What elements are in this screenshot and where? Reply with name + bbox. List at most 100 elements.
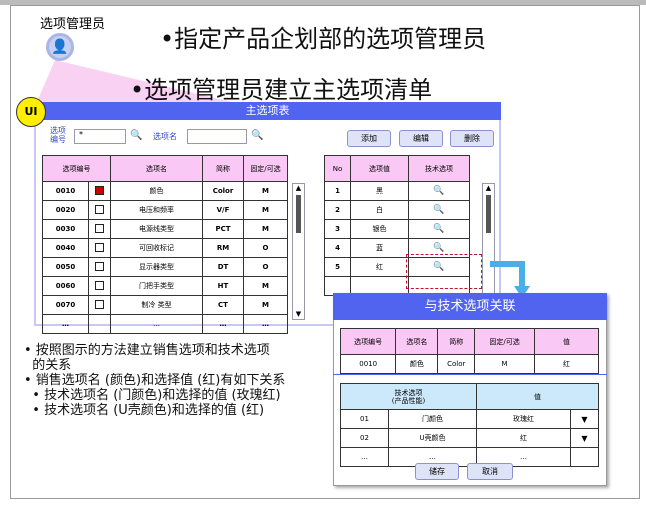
col-header: 简称 xyxy=(202,155,244,182)
user-avatar-icon: 👤 xyxy=(46,33,74,61)
scroll-down-icon[interactable]: ▼ xyxy=(295,310,302,318)
cell: M xyxy=(243,295,288,315)
scroll-thumb[interactable] xyxy=(486,195,491,233)
row-checkbox[interactable] xyxy=(88,238,111,258)
option-code-label: 选项编号 xyxy=(50,126,66,144)
selected-option-table: 选项编号 选项名 简称 固定/可选值 0010 颜色 Color M 红 xyxy=(339,328,599,374)
table-row[interactable]: 0030 电源线类型 PCT M xyxy=(42,219,288,239)
row-checkbox[interactable] xyxy=(88,219,111,239)
col-header: 固定/可选 xyxy=(243,155,288,182)
cell: V/F xyxy=(202,200,244,220)
row-checkbox[interactable] xyxy=(88,295,111,315)
cell: 显示器类型 xyxy=(110,257,203,277)
col-header: 选项名 xyxy=(110,155,203,182)
cell: O xyxy=(243,257,288,277)
table-row[interactable]: 0020 电压和频率 V/F M xyxy=(42,200,288,220)
col-header: 选项名 xyxy=(395,328,439,355)
table-row[interactable]: 0070 制冷 类型 CT M xyxy=(42,295,288,315)
save-button[interactable]: 储存 xyxy=(415,463,459,480)
option-name-input[interactable] xyxy=(187,129,247,144)
scroll-up-icon[interactable]: ▲ xyxy=(485,184,492,192)
row-checkbox[interactable] xyxy=(88,276,111,296)
cell: 门颜色 xyxy=(388,409,477,429)
search-icon[interactable]: 🔍 xyxy=(251,130,264,141)
col-header: 选项编号 xyxy=(42,155,111,182)
table-row[interactable]: ………… xyxy=(42,314,288,334)
cell: M xyxy=(243,219,288,239)
search-icon[interactable]: 🔍 xyxy=(130,130,143,141)
table-row[interactable]: 1 黑 🔍 xyxy=(324,181,470,201)
cell: M xyxy=(243,200,288,220)
table-row[interactable]: 0050 显示器类型 DT O xyxy=(42,257,288,277)
heading-2: •选项管理员建立主选项清单 xyxy=(130,76,433,104)
col-header: 选项编号 xyxy=(339,328,397,355)
cell: CT xyxy=(202,295,244,315)
cell: 门把手类型 xyxy=(110,276,203,296)
cell: Color xyxy=(437,354,476,374)
col-header: 技术选项 xyxy=(408,155,470,182)
row-checkbox[interactable] xyxy=(88,181,111,201)
row-checkbox[interactable] xyxy=(88,200,111,220)
cell: 1 xyxy=(324,181,351,201)
cell: 红 xyxy=(350,257,409,277)
cancel-button[interactable]: 取消 xyxy=(467,463,513,480)
cell: DT xyxy=(202,257,244,277)
table-row[interactable]: 5 红 🔍 xyxy=(324,257,470,277)
cell: 01 xyxy=(340,409,389,429)
note-item: • 技术选项名 (U壳颜色)和选择的值 (红) xyxy=(24,403,265,418)
table-row[interactable]: 3 银色 🔍 xyxy=(324,219,470,239)
delete-button[interactable]: 删除 xyxy=(450,130,494,147)
edit-button[interactable]: 编辑 xyxy=(399,130,443,147)
search-icon[interactable]: 🔍 xyxy=(408,200,470,220)
cell: … xyxy=(340,447,389,467)
option-name-label: 选项名 xyxy=(153,132,177,141)
scroll-thumb[interactable] xyxy=(296,195,301,233)
col-header: 值 xyxy=(476,383,599,410)
cell: 蓝 xyxy=(350,238,409,258)
cell: 0050 xyxy=(42,257,89,277)
role-label: 选项管理员 xyxy=(40,17,106,32)
table-row[interactable]: ……… xyxy=(340,447,599,467)
add-button[interactable]: 添加 xyxy=(347,130,391,147)
table-row[interactable]: 0010 颜色 Color M xyxy=(42,181,288,201)
col-header: 技术选项 (产品性能) xyxy=(340,383,477,410)
cell: 0010 xyxy=(42,181,89,201)
cell: 3 xyxy=(324,219,351,239)
cell: 5 xyxy=(324,257,351,277)
dialog-title: 与技术选项关联 xyxy=(333,293,607,320)
search-icon[interactable]: 🔍 xyxy=(408,219,470,239)
cell: 0030 xyxy=(42,219,89,239)
note-item: • 销售选项名 (颜色)和选择值 (红)有如下关系 xyxy=(24,373,286,388)
row-checkbox[interactable] xyxy=(88,257,111,277)
cell: 0020 xyxy=(42,200,89,220)
option-code-input[interactable]: * xyxy=(74,129,126,144)
value-select[interactable]: 玫瑰红 xyxy=(476,409,571,429)
search-icon[interactable]: 🔍 xyxy=(408,181,470,201)
col-header: 选项值 xyxy=(350,155,409,182)
table-row[interactable]: 0040 可回收标记 RM O xyxy=(42,238,288,258)
cell xyxy=(570,447,599,467)
cell: 0010 xyxy=(339,354,397,374)
cell: 白 xyxy=(350,200,409,220)
value-select[interactable]: 红 xyxy=(476,428,571,448)
options-scrollbar[interactable]: ▲ ▼ xyxy=(292,183,305,320)
dropdown-icon[interactable]: ▼ xyxy=(570,409,599,429)
cell: M xyxy=(243,276,288,296)
table-row[interactable]: 0060 门把手类型 HT M xyxy=(42,276,288,296)
cell: 银色 xyxy=(350,219,409,239)
cell: … xyxy=(42,314,89,334)
table-row[interactable]: 02 U壳颜色红 ▼ xyxy=(340,428,599,448)
heading-1: •指定产品企划部的选项管理员 xyxy=(160,25,487,53)
cell: 红 xyxy=(534,354,599,374)
table-row[interactable]: 2 白 🔍 xyxy=(324,200,470,220)
dropdown-icon[interactable]: ▼ xyxy=(570,428,599,448)
table-row[interactable]: 01 门颜色 玫瑰红 ▼ xyxy=(340,409,599,429)
scroll-up-icon[interactable]: ▲ xyxy=(295,184,302,192)
note-item: • 技术选项名 (门颜色)和选择的值 (玫瑰红) xyxy=(24,388,281,403)
cell: M xyxy=(474,354,535,374)
cell: … xyxy=(243,314,288,334)
tech-option-table: 技术选项 (产品性能) 值 01 门颜色 玫瑰红 ▼ 02 U壳颜色红 ▼……… xyxy=(340,383,599,467)
table-row[interactable]: 4 蓝 🔍 xyxy=(324,238,470,258)
cell: … xyxy=(110,314,203,334)
